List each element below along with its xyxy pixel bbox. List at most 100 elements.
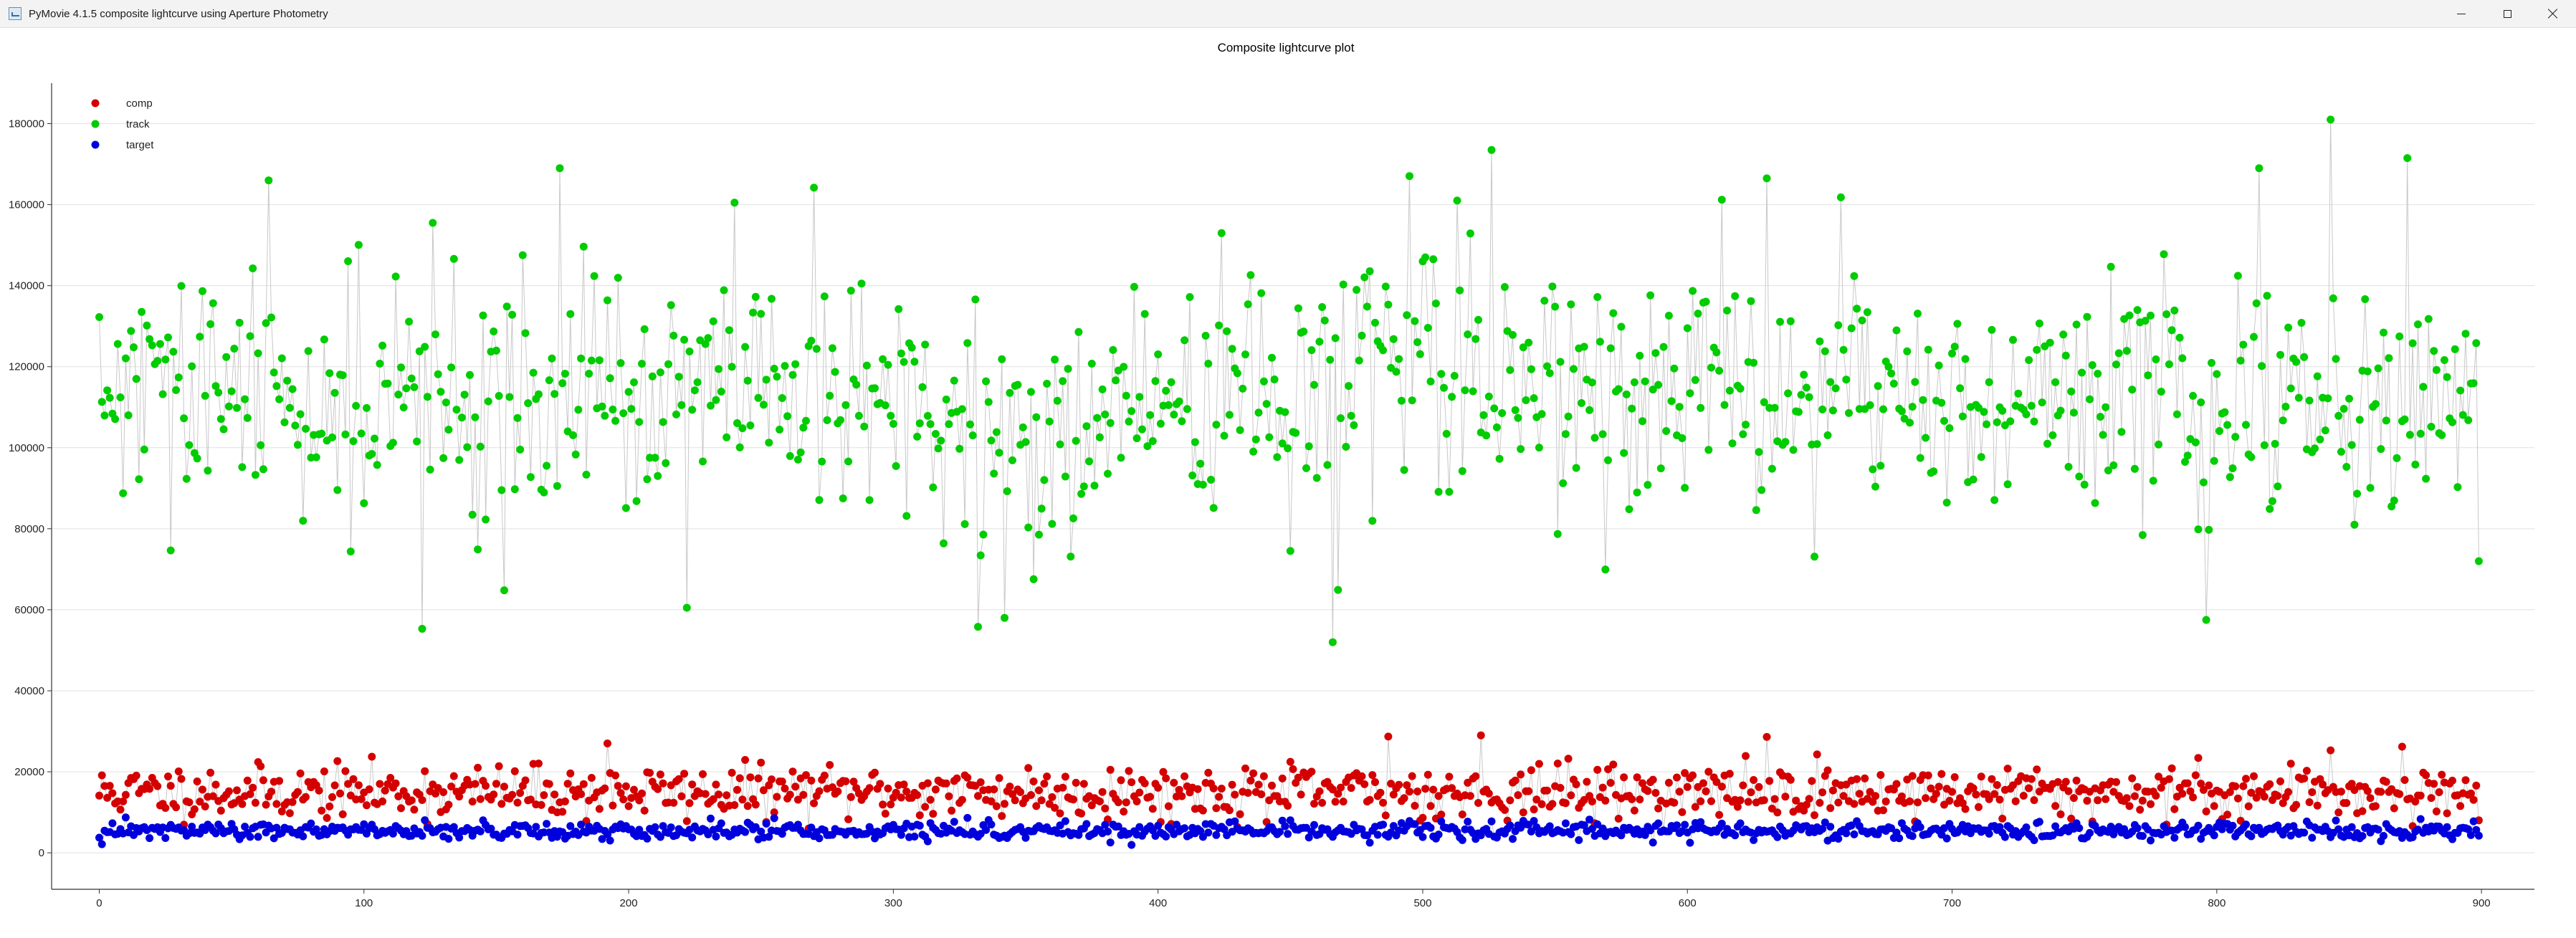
data-point-track [982, 377, 991, 386]
data-point-comp [2231, 782, 2240, 790]
data-point-comp [497, 800, 506, 808]
data-point-track [2061, 351, 2070, 360]
data-point-target [2247, 832, 2256, 841]
plot-area[interactable]: Composite lightcurve plot 0 20000 40000 600… [0, 27, 2576, 934]
data-point-track [1866, 401, 1874, 409]
data-point-track [2250, 332, 2258, 341]
data-point-track [2189, 391, 2198, 400]
data-point-comp [1331, 798, 1340, 806]
data-point-comp [674, 775, 683, 783]
data-point-track [1138, 425, 1146, 434]
data-point-comp [1670, 798, 1679, 807]
data-point-track [895, 305, 903, 313]
data-point-comp [669, 798, 678, 807]
data-point-target [1773, 833, 1782, 841]
data-point-comp [1707, 797, 1715, 805]
data-point-target [1231, 817, 1239, 825]
data-point-comp [778, 777, 786, 786]
data-point-comp [630, 785, 638, 794]
data-point-comp [257, 762, 265, 770]
data-point-track [2051, 378, 2060, 386]
data-point-track [627, 405, 636, 413]
data-point-track [656, 368, 664, 377]
data-point-comp [1638, 779, 1646, 788]
data-point-comp [1315, 787, 1324, 795]
data-point-track [2427, 423, 2436, 431]
data-point-target [1681, 820, 1689, 829]
data-point-track [224, 402, 233, 411]
data-point-comp [1217, 785, 1226, 793]
data-point-comp [1445, 772, 1454, 781]
data-point-comp [876, 780, 884, 788]
data-point-track [524, 399, 533, 408]
data-point-track [1874, 382, 1882, 391]
data-point-track [2279, 416, 2287, 425]
data-point-comp [1164, 802, 1173, 810]
data-point-comp [1334, 790, 1342, 798]
data-point-target [2380, 832, 2387, 840]
data-point-comp [1715, 810, 1724, 819]
data-point-track [1061, 472, 1069, 481]
data-point-comp [1376, 788, 1385, 797]
data-point-track [807, 337, 816, 345]
maximize-button[interactable] [2484, 0, 2530, 27]
data-point-track [1977, 453, 1985, 461]
data-point-target [1418, 833, 1427, 841]
data-point-comp [1387, 780, 1396, 788]
data-point-target [704, 830, 712, 838]
data-point-comp [1474, 799, 1482, 807]
data-point-comp [587, 774, 596, 782]
data-point-track [2337, 448, 2345, 456]
data-point-target [1506, 821, 1514, 830]
data-point-comp [1069, 795, 1077, 804]
data-point-track [1339, 280, 1347, 289]
data-point-track [1453, 196, 1461, 205]
data-point-track [1863, 308, 1871, 317]
data-point-comp [2138, 796, 2147, 805]
data-point-target [1281, 822, 1289, 831]
data-point-comp [963, 773, 972, 782]
data-point-comp [2395, 790, 2404, 798]
data-point-track [1559, 479, 1568, 487]
data-point-comp [1032, 802, 1041, 810]
data-point-track [1813, 440, 1821, 449]
data-point-track [1617, 322, 1626, 331]
data-point-track [915, 419, 924, 428]
data-point-track [1636, 351, 1644, 360]
minimize-button[interactable] [2438, 0, 2484, 27]
data-point-track [1757, 486, 1766, 494]
data-point-track [535, 390, 543, 398]
data-point-comp [1762, 732, 1771, 741]
data-point-comp [1530, 805, 1538, 814]
close-button[interactable] [2530, 0, 2576, 27]
data-point-comp [2019, 792, 2028, 800]
data-point-comp [1024, 764, 1033, 772]
data-point-track [1646, 291, 1655, 300]
data-point-track [2083, 312, 2091, 321]
data-point-track [497, 486, 506, 494]
title-bar[interactable]: PyMovie 4.1.5 composite lightcurve using… [0, 0, 2576, 28]
data-point-track [1082, 422, 1091, 431]
data-point-comp [376, 780, 384, 788]
data-point-comp [1811, 811, 1818, 820]
data-point-target [2133, 824, 2142, 833]
data-point-comp [1500, 805, 1509, 814]
data-point-comp [2247, 788, 2256, 797]
data-point-comp [2083, 797, 2091, 805]
data-point-track [548, 354, 556, 363]
data-point-comp [1691, 803, 1699, 811]
data-point-track [1315, 338, 1324, 346]
data-point-track [606, 374, 614, 383]
data-point-track [437, 388, 445, 396]
data-point-track [558, 379, 567, 388]
data-point-track [1239, 384, 1247, 393]
data-point-comp [153, 782, 162, 790]
lightcurve-chart[interactable]: Composite lightcurve plot 02000040000600… [0, 27, 2576, 934]
data-point-comp [243, 776, 252, 785]
series-track [95, 115, 2483, 646]
data-point-track [227, 387, 236, 396]
data-point-comp [1466, 792, 1474, 800]
data-point-track [879, 355, 887, 363]
data-point-comp [1630, 806, 1638, 815]
data-point-track [2361, 295, 2370, 303]
